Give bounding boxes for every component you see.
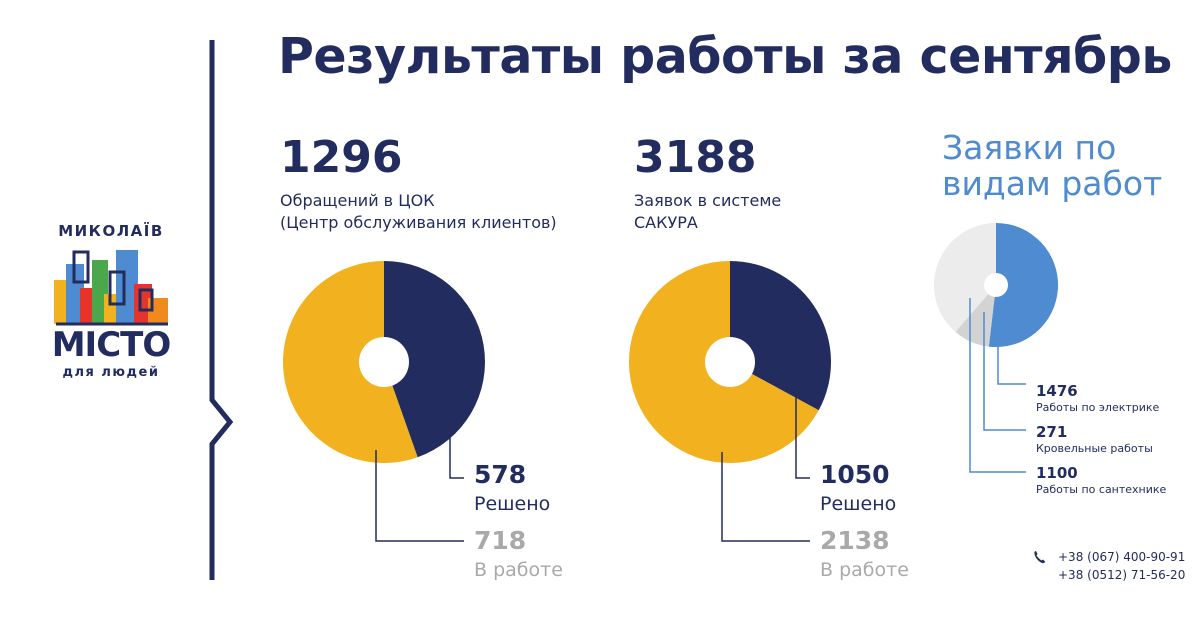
callout-line-electric (997, 335, 1026, 385)
contacts: +38 (067) 400-90-91 +38 (0512) 71-56-20 (1058, 548, 1185, 584)
stat2-desc-line1: Заявок в системе (634, 191, 782, 210)
page-title: Результаты работы за сентябрь (278, 28, 1172, 85)
donut-hole-work-type (984, 273, 1008, 297)
callout-line-sakura-solved (795, 382, 810, 479)
plumbing-value: 1100 (1036, 464, 1078, 482)
donut-hole-sakura (705, 337, 755, 387)
roof-label: Кровельные работы (1036, 442, 1153, 455)
sakura-solved-value: 1050 (820, 460, 890, 489)
callout-line-cok-solved (449, 420, 464, 479)
stat2-total: 3188 (634, 132, 757, 183)
logo-sub-word: для людей (62, 365, 160, 380)
stat1-desc-line1: Обращений в ЦОК (280, 191, 435, 210)
cok-solved-value: 578 (474, 460, 527, 489)
work-types-title: Заявки по видам работ (942, 130, 1172, 202)
city-logo: МИКОЛАЇВ МІСТО для людей (48, 222, 176, 382)
cok-inwork-label: В работе (474, 559, 563, 581)
pie-slice-work-type-2 (933, 223, 996, 332)
callout-line-cok-inwork (375, 450, 464, 542)
work-types-title-line1: Заявки по (942, 128, 1117, 167)
phone-number-1: +38 (067) 400-90-91 (1058, 550, 1186, 564)
legend-item-electric: 1476 Работы по электрике (1036, 382, 1159, 415)
plumbing-label: Работы по сантехнике (1036, 483, 1167, 496)
cok-inwork-value: 718 (474, 526, 527, 555)
legend-item-roof: 271 Кровельные работы (1036, 423, 1153, 456)
pie-slice-cok-1 (282, 261, 418, 463)
electric-label: Работы по электрике (1036, 401, 1160, 414)
legend-item-plumbing: 1100 Работы по сантехнике (1036, 464, 1166, 497)
work-types-title-line2: видам работ (942, 164, 1163, 203)
logo-main-word: МІСТО (51, 325, 172, 365)
roof-value: 271 (1036, 423, 1068, 441)
sakura-inwork-label: В работе (820, 559, 909, 581)
pie-slice-sakura-0 (730, 261, 831, 411)
cok-solved-label: Решено (474, 493, 551, 515)
pie-slice-work-type-1 (955, 285, 996, 347)
callout-line-sakura-inwork (721, 452, 810, 542)
phone-icon (1034, 551, 1045, 564)
sakura-inwork-value: 2138 (820, 526, 890, 555)
pie-slice-work-type-0 (988, 222, 1059, 347)
donut-chart-work-types (933, 222, 1059, 347)
callout-line-plumbing (969, 298, 1026, 473)
stat2-desc-line2: САКУРА (634, 213, 698, 232)
electric-value: 1476 (1036, 382, 1078, 400)
logo-top-word: МИКОЛАЇВ (58, 222, 164, 240)
pie-slice-cok-0 (384, 261, 485, 458)
donut-chart-sakura (628, 261, 831, 463)
sakura-solved-label: Решено (820, 493, 897, 515)
divider-chevron-line (209, 40, 234, 580)
stat1-description: Обращений в ЦОК (Центр обслуживания клие… (280, 190, 557, 234)
callout-line-roof (983, 312, 1026, 431)
stat2-description: Заявок в системе САКУРА (634, 190, 781, 234)
city-buildings-icon (54, 250, 168, 326)
stat1-desc-line2: (Центр обслуживания клиентов) (280, 213, 557, 232)
donut-chart-cok (282, 261, 485, 463)
stat1-total: 1296 (280, 132, 403, 183)
donut-hole-cok (359, 337, 409, 387)
phone-number-2: +38 (0512) 71-56-20 (1058, 568, 1186, 582)
